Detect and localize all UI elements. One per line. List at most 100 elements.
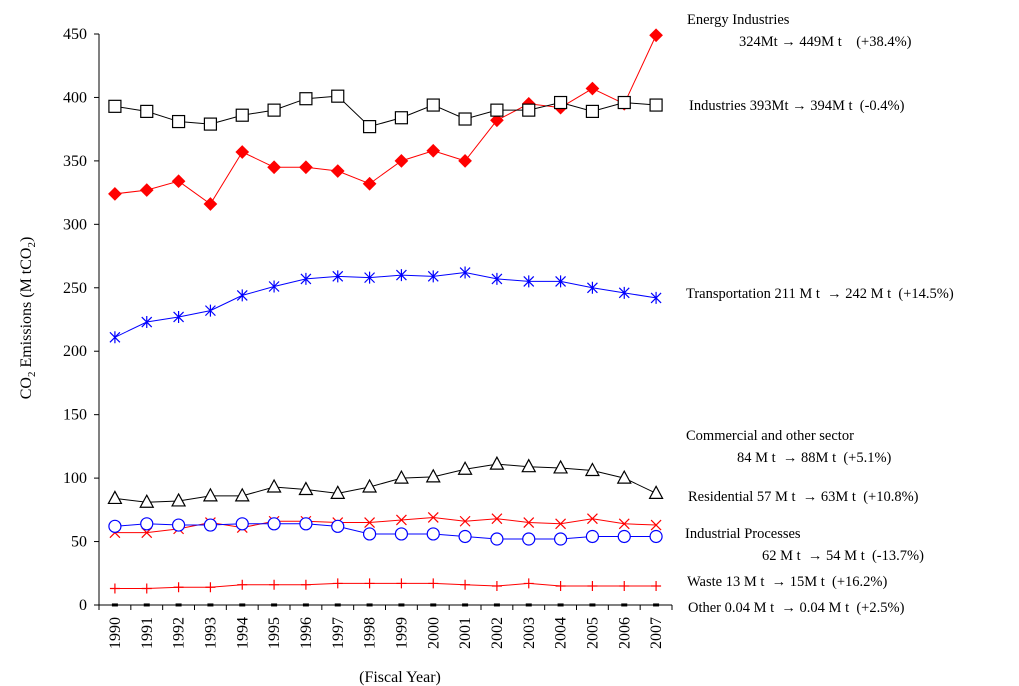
- annotation-energy-line-1: Energy Industries: [687, 12, 790, 28]
- annotation-commercial-line-2: 84 M t → 88M t (+5.1%): [737, 450, 892, 466]
- waste-marker: [491, 580, 502, 591]
- industries-marker: [267, 103, 281, 117]
- y-axis-label: CO2 Emissions (M tCO2): [18, 237, 38, 400]
- industries-marker: [490, 103, 504, 117]
- waste-marker: [523, 578, 534, 589]
- industrial_processes-marker: [299, 517, 313, 531]
- industrial_processes-marker: [617, 529, 631, 544]
- industrial_processes-marker: [171, 518, 186, 532]
- waste-marker: [460, 579, 471, 590]
- industrial_processes-marker: [235, 517, 249, 531]
- annotation-industries-line-1: Industries 393Mt → 394M t (-0.4%): [689, 98, 905, 114]
- annotation-residential-line-1: Residential 57 M t → 63M t (+10.8%): [688, 489, 919, 505]
- industries-marker: [649, 98, 663, 112]
- annotation-other: Other 0.04 M t → 0.04 M t (+2.5%): [688, 600, 905, 616]
- x-tick-label: 2002: [489, 617, 506, 649]
- y-tick-label: 100: [63, 470, 87, 487]
- other-marker: [462, 603, 469, 607]
- y-tick-label: 250: [63, 280, 87, 297]
- x-axis-label: (Fiscal Year): [359, 669, 441, 686]
- series-other: [111, 603, 660, 607]
- industrial_processes-marker: [331, 519, 345, 533]
- residential-marker: [555, 518, 567, 530]
- series-industries: [108, 89, 663, 134]
- y-tick-label: 300: [63, 216, 87, 233]
- energy-line: [114, 35, 657, 205]
- industrial_processes-marker: [522, 532, 536, 546]
- x-tick-label: 1998: [362, 617, 379, 649]
- waste-marker: [269, 579, 280, 590]
- energy-marker: [649, 28, 663, 43]
- residential-marker: [395, 514, 407, 526]
- series-waste: [109, 578, 662, 594]
- annotation-commercial: Commercial and other sector 84 M t → 88M …: [686, 428, 892, 466]
- commercial-marker: [584, 462, 600, 477]
- commercial-marker: [266, 478, 282, 493]
- annotation-industrial_processes-line-1: Industrial Processes: [685, 526, 801, 542]
- transportation-marker: [300, 272, 312, 285]
- industries-marker: [362, 120, 377, 134]
- transportation-marker: [491, 272, 503, 285]
- other-marker: [207, 603, 214, 607]
- annotation-transportation-line-1: Transportation 211 M t → 242 M t (+14.5%…: [686, 286, 954, 302]
- transportation-marker: [618, 286, 630, 299]
- annotation-industries: Industries 393Mt → 394M t (-0.4%): [689, 98, 905, 114]
- energy-marker: [108, 187, 122, 201]
- transportation-marker: [364, 271, 376, 284]
- industrial_processes-marker: [585, 529, 600, 544]
- commercial-marker: [330, 485, 346, 499]
- annotation-residential: Residential 57 M t → 63M t (+10.8%): [688, 489, 919, 505]
- industries-marker: [522, 103, 536, 117]
- annotation-waste: Waste 13 M t → 15M t (+16.2%): [687, 574, 887, 590]
- annotation-energy-line-2: 324Mt → 449M t (+38.4%): [739, 34, 912, 50]
- x-tick-label: 1991: [139, 617, 156, 649]
- waste-marker: [619, 580, 630, 591]
- y-tick-label: 50: [71, 534, 87, 551]
- x-tick-label: 1996: [298, 617, 315, 649]
- transportation-marker: [586, 281, 598, 294]
- other-marker: [621, 603, 628, 607]
- industrial_processes-marker: [362, 527, 377, 541]
- x-tick-label: 1990: [107, 617, 124, 649]
- waste-marker: [332, 578, 343, 589]
- other-marker: [653, 603, 660, 607]
- industries-marker: [617, 95, 631, 110]
- energy-marker: [171, 174, 186, 189]
- industrial_processes-marker: [140, 517, 154, 531]
- y-tick-label: 450: [63, 26, 87, 43]
- other-marker: [271, 603, 278, 607]
- y-tick-label: 150: [63, 407, 87, 424]
- residential-marker: [586, 513, 598, 525]
- commercial-marker: [171, 492, 187, 507]
- other-marker: [366, 603, 373, 607]
- energy-marker: [139, 183, 154, 197]
- waste-marker: [300, 579, 311, 590]
- annotation-other-line-1: Other 0.04 M t → 0.04 M t (+2.5%): [688, 600, 905, 616]
- residential-marker: [427, 512, 439, 523]
- x-tick-label: 2006: [616, 617, 633, 649]
- y-tick-label: 0: [79, 597, 87, 614]
- energy-marker: [426, 143, 441, 158]
- commercial-marker: [648, 485, 664, 499]
- x-tick-label: 2001: [457, 617, 474, 649]
- transportation-marker: [204, 304, 216, 317]
- other-marker: [493, 603, 500, 607]
- transportation-marker: [109, 331, 121, 344]
- transportation-marker: [523, 275, 535, 288]
- transportation-marker: [141, 316, 153, 329]
- commercial-marker: [202, 487, 218, 502]
- commercial-marker: [234, 487, 250, 502]
- waste-marker: [141, 583, 152, 594]
- x-tick-label: 1992: [171, 617, 188, 649]
- annotation-industrial_processes: Industrial Processes 62 M t → 54 M t (-13…: [685, 526, 924, 564]
- industrial_processes-marker: [267, 517, 281, 531]
- industries-marker: [140, 104, 154, 119]
- transportation-marker: [395, 269, 407, 282]
- transportation-marker: [555, 275, 567, 288]
- energy-marker: [267, 160, 281, 175]
- transportation-line: [114, 272, 657, 338]
- x-tick-label: 1993: [202, 617, 219, 649]
- industries-marker: [331, 89, 345, 103]
- annotation-industrial_processes-line-2: 62 M t → 54 M t (-13.7%): [762, 548, 924, 564]
- waste-marker: [205, 582, 216, 593]
